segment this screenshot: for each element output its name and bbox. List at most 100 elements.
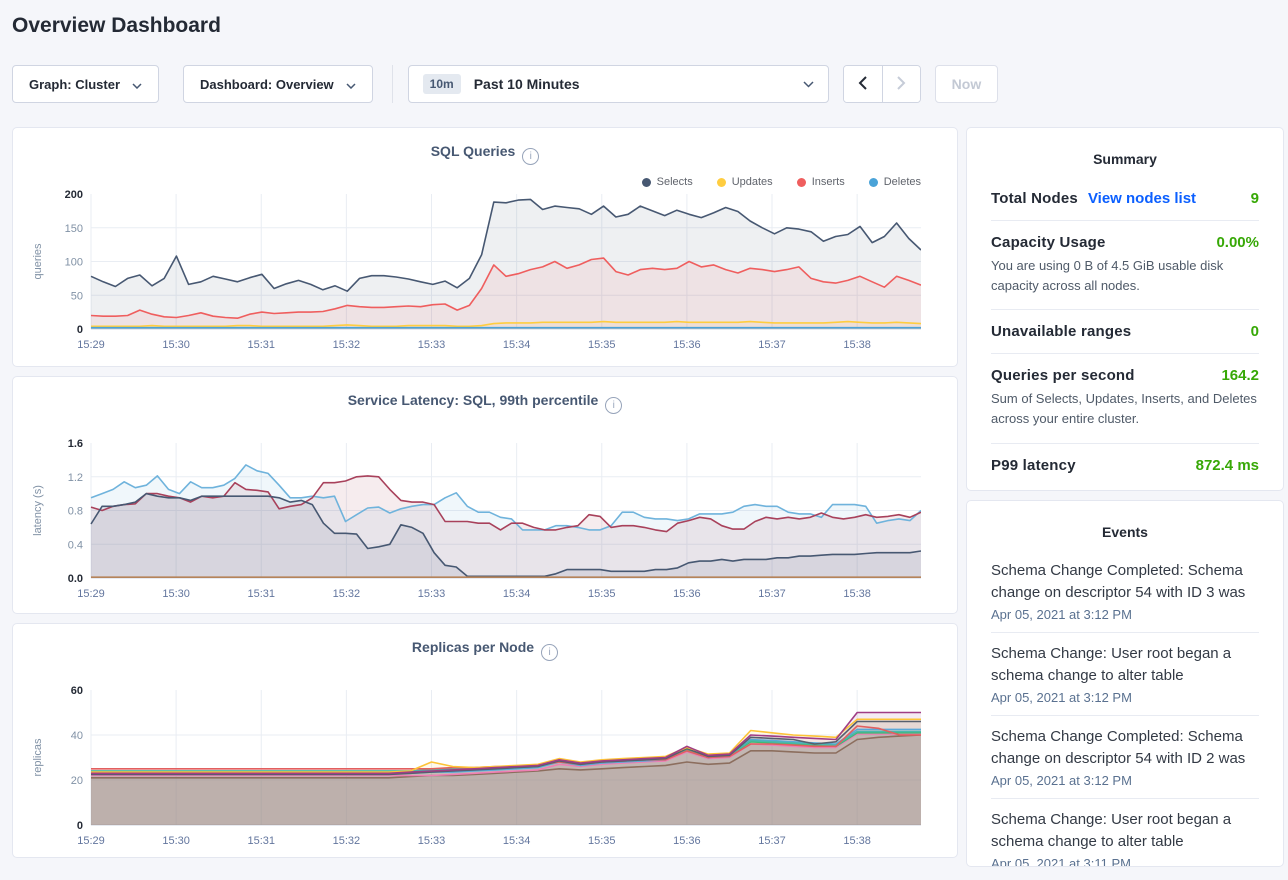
legend-dot — [796, 177, 806, 187]
summary-label: Unavailable ranges — [991, 323, 1132, 341]
summary-value: 9 — [1250, 190, 1259, 207]
series-area-s1 — [91, 735, 921, 825]
x-tick-label: 15:34 — [503, 835, 531, 847]
chart-title-text: Service Latency: SQL, 99th percentile — [347, 392, 599, 408]
y-tick-label: 50 — [71, 290, 83, 302]
graph-dropdown[interactable]: Graph: Cluster — [12, 65, 160, 103]
x-tick-label: 15:29 — [77, 588, 105, 600]
summary-value: 164.2 — [1221, 367, 1259, 385]
chart-legend: Selects Updates Inserts Deletes — [641, 176, 921, 188]
main-content: SQL Queries i Selects Updates Inserts Del… — [12, 127, 1284, 867]
series-line-series-3 — [90, 492, 921, 578]
x-tick-label: 15:35 — [588, 339, 616, 351]
time-range-badge: 10m — [422, 74, 461, 94]
event-item: Schema Change: User root began a schema … — [991, 799, 1259, 867]
series-area-Inserts — [91, 258, 921, 329]
series-area-Selects — [91, 199, 921, 329]
series-line-series-2 — [90, 475, 921, 533]
x-tick-label: 15:36 — [673, 339, 701, 351]
y-tick-label: 40 — [71, 730, 83, 742]
summary-label: Total Nodes — [991, 190, 1078, 207]
x-tick-label: 15:36 — [673, 835, 701, 847]
summary-item-p99-latency: P99 latency 872.4 ms — [991, 444, 1259, 487]
summary-description: Sum of Selects, Updates, Inserts, and De… — [991, 391, 1257, 427]
time-range-picker[interactable]: 10m Past 10 Minutes — [407, 65, 829, 103]
x-tick-label: 15:35 — [588, 588, 616, 600]
info-icon[interactable]: i — [605, 397, 623, 414]
toolbar-divider — [391, 65, 393, 103]
event-timestamp: Apr 05, 2021 at 3:12 PM — [991, 607, 1132, 623]
service-latency-chart-canvas[interactable]: 15:29 15:30 15:31 15:32 15:33 15:34 15:35 15:36… — [25, 435, 921, 610]
event-message: Schema Change Completed: Schema change o… — [991, 562, 1246, 602]
page-title: Overview Dashboard — [12, 14, 221, 37]
info-icon[interactable]: i — [522, 148, 540, 165]
summary-panel: Summary Total Nodes View nodes list 9 Ca… — [966, 127, 1284, 491]
x-tick-label: 15:31 — [247, 339, 275, 351]
y-axis-unit-label: latency (s) — [32, 485, 44, 536]
event-timestamp: Apr 05, 2021 at 3:11 PM — [991, 856, 1131, 867]
event-message: Schema Change Completed: Schema change o… — [991, 728, 1246, 768]
series-line-s8 — [91, 718, 921, 773]
time-next-button[interactable] — [881, 66, 920, 102]
chevron-left-icon — [858, 75, 867, 93]
toolbar: Graph: Cluster Dashboard: Overview 10m P… — [12, 65, 1284, 103]
event-message: Schema Change: User root began a schema … — [991, 811, 1232, 851]
chart-card-service-latency: Service Latency: SQL, 99th percentile i 1… — [12, 376, 958, 614]
x-tick-label: 15:30 — [162, 588, 190, 600]
legend-label: Selects — [656, 176, 693, 188]
series-area-s6 — [91, 726, 921, 825]
dashboard-dropdown[interactable]: Dashboard: Overview — [183, 65, 373, 103]
summary-value: 872.4 ms — [1195, 456, 1259, 474]
x-tick-label: 15:30 — [162, 339, 190, 351]
chevron-down-icon — [803, 75, 814, 93]
y-tick-label: 0.8 — [68, 506, 83, 518]
summary-panel-title: Summary — [1093, 151, 1157, 167]
y-tick-label: 0.4 — [68, 539, 83, 551]
view-nodes-list-link[interactable]: View nodes list — [1087, 190, 1197, 207]
series-area-s2 — [91, 733, 921, 825]
legend-label: Updates — [731, 176, 773, 188]
legend-item: Deletes — [868, 176, 921, 188]
info-icon[interactable]: i — [541, 644, 559, 661]
series-line-Updates — [91, 320, 921, 328]
dashboard-dropdown-label: Dashboard: Overview — [200, 76, 334, 92]
event-timestamp: Apr 05, 2021 at 3:12 PM — [991, 690, 1132, 706]
x-tick-label: 15:32 — [333, 835, 361, 847]
x-tick-label: 15:37 — [758, 588, 786, 600]
y-tick-label: 100 — [65, 257, 83, 269]
y-tick-label: 200 — [65, 189, 83, 201]
now-button[interactable]: Now — [934, 65, 999, 103]
time-range-label: Past 10 Minutes — [473, 76, 580, 92]
series-line-s9 — [91, 711, 921, 775]
y-tick-label: 150 — [65, 223, 83, 235]
event-item: Schema Change Completed: Schema change o… — [991, 716, 1259, 800]
sql-queries-chart-canvas[interactable]: 15:29 15:30 15:31 15:32 15:33 15:34 15:35 15:36… — [25, 186, 921, 361]
chevron-right-icon — [896, 75, 906, 93]
y-tick-label: 0 — [77, 324, 83, 336]
x-tick-label: 15:29 — [77, 339, 105, 351]
y-tick-label: 0.0 — [68, 573, 83, 585]
legend-dot — [868, 177, 878, 187]
series-area-s4 — [91, 732, 921, 825]
x-tick-label: 15:31 — [247, 588, 275, 600]
replicas-chart-canvas[interactable]: 15:29 15:30 15:31 15:32 15:33 15:34 15:35 15:36… — [25, 682, 921, 857]
x-tick-label: 15:37 — [758, 835, 786, 847]
x-tick-label: 15:30 — [162, 835, 190, 847]
chart-title: Replicas per Node i — [13, 639, 957, 661]
x-tick-label: 15:36 — [673, 588, 701, 600]
chart-card-sql-queries: SQL Queries i Selects Updates Inserts Del… — [12, 127, 958, 367]
series-area-s5 — [91, 731, 921, 825]
time-prev-button[interactable] — [843, 66, 882, 102]
event-item: Schema Change Completed: Schema change o… — [991, 550, 1259, 634]
legend-item: Updates — [716, 176, 773, 188]
y-axis-unit-label: queries — [32, 243, 44, 280]
summary-label: P99 latency — [991, 456, 1076, 474]
page-root: Overview Dashboard Graph: Cluster Dashbo… — [0, 12, 1288, 867]
x-tick-label: 15:33 — [418, 835, 446, 847]
summary-value: 0.00% — [1216, 234, 1259, 251]
chart-card-replicas-per-node: Replicas per Node i 15:29 15:30 15:31 15:32 1… — [12, 623, 958, 858]
y-tick-label: 1.2 — [68, 472, 83, 484]
chart-title: SQL Queries i — [13, 143, 957, 165]
legend-item: Selects — [641, 176, 693, 188]
legend-item: Inserts — [796, 176, 845, 188]
